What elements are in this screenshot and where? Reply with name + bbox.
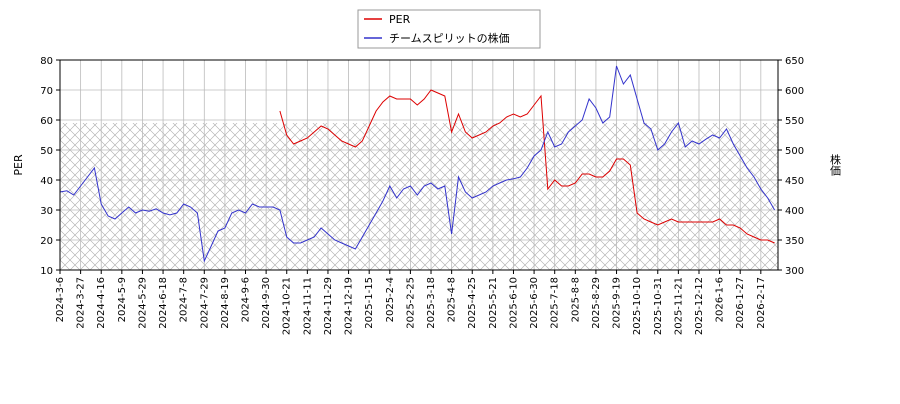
x-tick-label: 2024-6-18 — [158, 277, 169, 329]
series-line — [279, 89, 775, 244]
y-tick-label: 30 — [40, 206, 53, 217]
x-tick-label: 2026-2-17 — [756, 277, 767, 329]
x-tick-label: 2025-8-29 — [591, 277, 602, 329]
series-line — [59, 65, 776, 263]
y2-tick-label: 450 — [785, 176, 804, 187]
x-tick-label: 2025-8-8 — [570, 277, 581, 322]
y2-tick-label: 300 — [785, 266, 804, 277]
x-tick-label: 2025-2-25 — [405, 277, 416, 329]
y2-tick-label: 350 — [785, 236, 804, 247]
x-tick-label: 2024-10-21 — [282, 277, 293, 335]
y-tick-label: 20 — [40, 236, 53, 247]
y2-tick-label: 600 — [785, 86, 804, 97]
x-tick-label: 2025-6-30 — [529, 277, 540, 329]
x-tick-label: 2024-9-30 — [261, 277, 272, 329]
x-tick-label: 2024-11-29 — [323, 277, 334, 335]
legend-box — [357, 9, 541, 49]
x-tick-label: 2024-9-6 — [241, 277, 252, 322]
x-tick-label: 2025-1-15 — [364, 277, 375, 329]
x-tick-label: 2024-3-27 — [76, 277, 87, 329]
hatch-band — [60, 123, 778, 270]
x-tick-label: 2025-2-4 — [385, 277, 396, 322]
x-tick-label: 2024-7-29 — [199, 277, 210, 329]
x-tick-label: 2025-4-25 — [467, 277, 478, 329]
y-tick-label: 40 — [40, 176, 53, 187]
x-tick-label: 2025-7-18 — [550, 277, 561, 329]
x-tick-label: 2025-10-10 — [632, 277, 643, 335]
y2-tick-label: 550 — [785, 116, 804, 127]
y2-axis-label: 株価 — [829, 153, 842, 176]
x-tick-label: 2024-11-11 — [302, 277, 313, 335]
x-tick-label: 2024-5-29 — [137, 277, 148, 329]
x-tick-label: 2025-12-12 — [694, 277, 705, 335]
x-tick-label: 2024-3-6 — [55, 277, 66, 322]
y-tick-label: 80 — [40, 56, 53, 67]
legend: PER チームスピリットの株価 — [357, 9, 541, 49]
plot-frame — [59, 59, 779, 271]
lines — [59, 65, 776, 263]
grid — [59, 59, 778, 271]
x-tick-label: 2026-1-6 — [715, 277, 726, 322]
x-tick-label: 2024-7-8 — [179, 277, 190, 322]
x-tick-label: 2024-5-9 — [117, 277, 128, 322]
x-tick-label: 2025-4-8 — [447, 277, 458, 322]
x-tick-label: 2025-6-10 — [508, 277, 519, 329]
legend-label: チームスピリットの株価 — [389, 31, 510, 45]
x-tick-label: 2025-10-31 — [653, 277, 664, 335]
y2-tick-label: 400 — [785, 206, 804, 217]
y2-tick-label: 500 — [785, 146, 804, 157]
x-tick-label: 2024-4-16 — [96, 277, 107, 329]
x-tick-label: 2026-1-27 — [735, 277, 746, 329]
y-tick-label: 10 — [40, 266, 53, 277]
x-tick-label: 2025-3-18 — [426, 277, 437, 329]
y-tick-label: 60 — [40, 116, 53, 127]
y-axis-label: PER — [12, 154, 25, 176]
x-tick-label: 2025-11-21 — [673, 277, 684, 335]
y2-tick-label: 650 — [785, 56, 804, 67]
legend-label: PER — [389, 13, 411, 26]
x-tick-label: 2025-9-19 — [612, 277, 623, 329]
y-tick-label: 50 — [40, 146, 53, 157]
x-tick-label: 2024-8-19 — [220, 277, 231, 329]
x-tick-label: 2024-12-19 — [344, 277, 355, 335]
x-tick-label: 2025-5-21 — [488, 277, 499, 329]
y-tick-label: 70 — [40, 86, 53, 97]
